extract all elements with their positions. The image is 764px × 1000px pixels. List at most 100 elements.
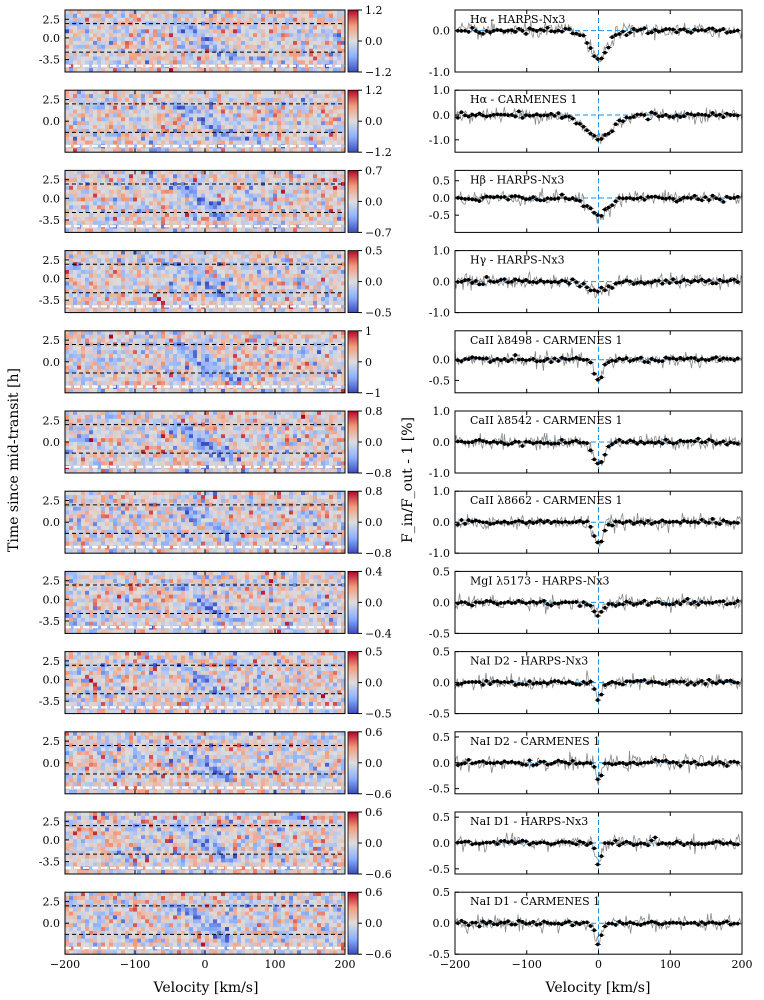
heatmap-cell: [333, 277, 338, 282]
heatmap-cell: [221, 25, 226, 30]
heatmap-cell: [97, 128, 102, 134]
heatmap-cell: [137, 25, 142, 30]
heatmap-cell: [177, 178, 182, 183]
heatmap-cell: [321, 33, 326, 38]
heatmap-cell: [117, 125, 122, 130]
heatmap-cell: [293, 29, 298, 34]
heatmap-cell: [245, 25, 250, 30]
heatmap-cell: [257, 33, 262, 38]
heatmap-cell: [177, 228, 182, 233]
heatmap-cell: [333, 262, 338, 267]
heatmap-cell: [265, 117, 270, 122]
heatmap-cell: [293, 254, 298, 259]
heatmap-cell: [241, 213, 246, 218]
heatmap-cell: [105, 113, 110, 118]
heatmap-cell: [101, 220, 106, 226]
heatmap-cell: [109, 97, 114, 103]
heatmap-cell: [313, 201, 318, 206]
heatmap-cell: [297, 338, 302, 343]
heatmap-cell: [157, 37, 162, 42]
heatmap-cell: [333, 338, 338, 343]
heatmap-cell: [229, 334, 234, 339]
heatmap-cell: [333, 346, 338, 351]
heatmap-cell: [221, 33, 226, 38]
heatmap-cell: [157, 128, 162, 134]
heatmap-cell: [221, 205, 226, 210]
heatmap-cell: [89, 25, 94, 30]
heatmap-cell: [113, 136, 118, 141]
heatmap-cell: [177, 17, 182, 23]
heatmap-cell: [133, 48, 138, 54]
heatmap-cell: [313, 132, 318, 138]
heatmap-cell: [169, 258, 174, 263]
heatmap-cell: [65, 125, 70, 130]
heatmap-cell: [121, 48, 126, 54]
heatmap-cell: [169, 281, 174, 286]
heatmap-cell: [241, 350, 246, 355]
heatmap-cell: [257, 289, 262, 294]
heatmap-cell: [313, 197, 318, 202]
heatmap-cell: [213, 197, 218, 202]
heatmap-cell: [173, 350, 178, 355]
heatmap-cell: [145, 56, 150, 61]
heatmap-cell: [281, 178, 286, 183]
heatmap-cell: [201, 101, 206, 107]
heatmap-cell: [225, 254, 230, 259]
heatmap-cell: [133, 60, 138, 65]
heatmap-cell: [65, 297, 70, 302]
heatmap-cell: [77, 90, 82, 95]
heatmap-cell: [141, 90, 146, 95]
heatmap-cell: [237, 193, 242, 198]
heatmap-cell: [205, 121, 210, 126]
heatmap-cell: [341, 308, 346, 313]
heatmap-cell: [65, 289, 70, 294]
heatmap-cell: [213, 350, 218, 355]
heatmap-cell: [269, 132, 274, 138]
heatmap-cell: [85, 308, 90, 313]
heatmap-cell: [229, 148, 234, 153]
heatmap-cell: [153, 109, 158, 114]
heatmap-cell: [93, 250, 98, 255]
heatmap-cell: [89, 90, 94, 95]
heatmap-cell: [117, 174, 122, 179]
heatmap-cell: [261, 289, 266, 294]
heatmap-cell: [165, 228, 170, 233]
y-tick-label: 2.5: [43, 94, 61, 107]
heatmap-cell: [337, 97, 342, 103]
heatmap-cell: [313, 342, 318, 347]
heatmap-cell: [73, 56, 78, 61]
heatmap-cell: [73, 220, 78, 226]
heatmap-cell: [189, 109, 194, 114]
heatmap-cell: [285, 189, 290, 195]
heatmap-cell: [341, 121, 346, 126]
heatmap-cell: [245, 250, 250, 255]
heatmap-cell: [165, 250, 170, 255]
heatmap-cell: [293, 277, 298, 282]
heatmap-cell: [81, 250, 86, 255]
heatmap-cell: [225, 281, 230, 286]
heatmap-cell: [333, 281, 338, 286]
heatmap-cell: [97, 10, 102, 15]
heatmap-cell: [97, 94, 102, 99]
heatmap-cell: [145, 285, 150, 290]
heatmap-cell: [105, 293, 110, 298]
heatmap-cell: [317, 273, 322, 279]
heatmap-cell: [261, 29, 266, 34]
heatmap-cell: [313, 293, 318, 298]
heatmap-cell: [89, 144, 94, 149]
heatmap-cell: [293, 346, 298, 351]
heatmap-cell: [325, 132, 330, 138]
heatmap-cell: [225, 205, 230, 210]
heatmap-cell: [145, 308, 150, 313]
heatmap-cell: [117, 178, 122, 183]
heatmap-cell: [189, 297, 194, 302]
heatmap-cell: [89, 37, 94, 42]
heatmap-cell: [93, 97, 98, 103]
heatmap-cell: [93, 52, 98, 57]
heatmap-cell: [161, 132, 166, 138]
heatmap-cell: [233, 25, 238, 30]
heatmap-cell: [165, 334, 170, 339]
heatmap-cell: [165, 21, 170, 26]
heatmap-cell: [181, 174, 186, 179]
heatmap-cell: [177, 269, 182, 275]
